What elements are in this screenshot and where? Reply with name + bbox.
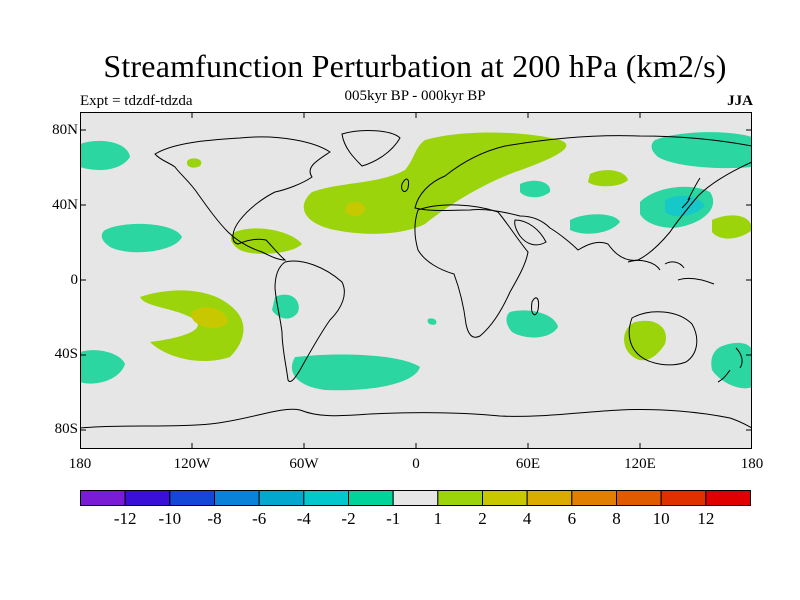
contour-fills — [80, 132, 752, 391]
x-tick-label: 180 — [740, 456, 764, 472]
colorbar-swatch — [348, 490, 394, 506]
colorbar-swatch — [392, 490, 439, 506]
positive-anomaly-region — [303, 132, 567, 234]
positive-anomaly-region — [186, 158, 202, 168]
colorbar-label: -10 — [158, 509, 182, 528]
y-tick-label: 80N — [52, 122, 78, 138]
negative-anomaly-region — [651, 132, 752, 169]
colorbar-swatch — [660, 490, 707, 506]
world-map — [80, 112, 752, 449]
positive-anomaly-core — [345, 202, 365, 217]
greenland-coast — [341, 130, 401, 167]
x-tick-label: 60W — [289, 456, 319, 472]
negative-anomaly-region — [711, 342, 752, 389]
positive-anomaly-region — [140, 290, 244, 362]
colorbar-swatch — [124, 490, 171, 506]
negative-anomaly-region — [570, 214, 620, 234]
y-tick-label: 0 — [70, 272, 79, 288]
australia-coast — [628, 311, 698, 366]
north-america-coast — [154, 136, 331, 261]
coastlines — [80, 130, 752, 429]
colorbar-label: 10 — [652, 509, 670, 528]
negative-anomaly-region — [101, 223, 182, 253]
africa-coast — [414, 204, 529, 338]
colorbar-label: 12 — [697, 509, 715, 528]
colorbar-swatch — [214, 490, 260, 506]
colorbar-label: 1 — [433, 509, 443, 528]
positive-anomaly-core — [191, 307, 228, 328]
uk-coast — [401, 178, 409, 192]
colorbar-swatch — [616, 490, 662, 506]
negative-anomaly-region — [80, 350, 125, 384]
negative-anomaly-region — [427, 318, 437, 325]
colorbar-swatch — [303, 490, 349, 506]
madagascar-coast — [531, 297, 539, 316]
colorbar-label: -4 — [296, 509, 311, 528]
colorbar-swatch — [571, 490, 618, 506]
experiment-label: Expt = tdzdf-tdzda — [80, 93, 193, 109]
colorbar — [80, 490, 751, 506]
colorbar-label: -1 — [386, 509, 401, 528]
colorbar-label: -2 — [341, 509, 356, 528]
x-tick-label: 120W — [173, 456, 211, 472]
colorbar-label: -12 — [113, 509, 137, 528]
negative-anomaly-core — [665, 195, 705, 217]
colorbar-label: 8 — [612, 509, 621, 528]
axis-ticks — [80, 112, 752, 449]
chart-subtitle: 005kyr BP - 000kyr BP — [344, 88, 486, 104]
negative-anomaly-region — [506, 310, 558, 338]
x-tick-label: 180 — [68, 456, 92, 472]
colorbar-swatch — [80, 490, 126, 506]
y-tick-label: 80S — [54, 421, 78, 437]
colorbar-swatch — [437, 490, 484, 506]
season-label: JJA — [727, 93, 753, 109]
y-tick-label: 40S — [54, 346, 78, 362]
negative-anomaly-region — [520, 180, 551, 198]
colorbar-swatch — [169, 490, 216, 506]
positive-anomaly-region — [588, 170, 628, 187]
south-america-coast — [274, 260, 345, 383]
y-tick-label: 40N — [52, 197, 78, 213]
indonesia-coast — [627, 259, 715, 285]
colorbar-label: 4 — [522, 509, 532, 528]
x-tick-label: 120E — [624, 456, 656, 472]
chart-title: Streamfunction Perturbation at 200 hPa (… — [103, 48, 727, 84]
colorbar-label: 2 — [478, 509, 487, 528]
colorbar-label: -6 — [252, 509, 267, 528]
colorbar-label: 6 — [567, 509, 577, 528]
japan-coast — [681, 177, 701, 209]
colorbar-label: -8 — [207, 509, 222, 528]
antarctica-coast — [80, 408, 752, 429]
colorbar-swatch — [526, 490, 573, 506]
arabia-coast — [514, 219, 547, 246]
eurasia-coast — [414, 135, 752, 261]
new-zealand-coast — [717, 347, 743, 383]
colorbar-swatch — [482, 490, 528, 506]
x-tick-label: 0 — [412, 456, 420, 472]
negative-anomaly-region — [80, 140, 130, 170]
colorbar-swatch — [258, 490, 305, 506]
positive-anomaly-region — [712, 215, 752, 239]
x-tick-label: 60E — [515, 456, 541, 472]
negative-anomaly-region — [291, 354, 420, 391]
colorbar-swatch — [705, 490, 751, 506]
